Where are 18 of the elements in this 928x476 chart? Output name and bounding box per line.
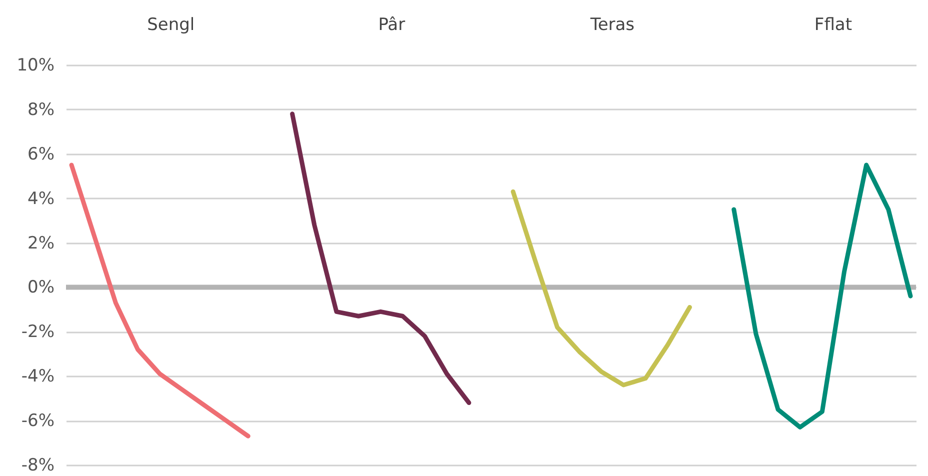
y-tick-label: 2% <box>28 233 54 254</box>
text: Fflat <box>814 15 852 35</box>
line-series <box>510 189 692 388</box>
y-tick-label: -8% <box>21 456 54 476</box>
line-series <box>290 112 472 406</box>
y-tick-label: 10% <box>16 56 54 76</box>
y-tick-label: -4% <box>21 366 54 387</box>
y-tick-label: -2% <box>21 322 54 342</box>
text: Pâr <box>378 15 406 35</box>
text: Teras <box>589 15 635 35</box>
line-series <box>732 162 913 430</box>
y-tick-label: 0% <box>28 278 54 298</box>
text: Sengl <box>147 15 195 35</box>
line-series <box>69 162 250 438</box>
y-tick-label: -6% <box>21 411 54 432</box>
y-tick-label: 6% <box>28 144 54 164</box>
y-tick-label: 8% <box>28 100 54 120</box>
y-tick-label: 4% <box>28 188 54 209</box>
